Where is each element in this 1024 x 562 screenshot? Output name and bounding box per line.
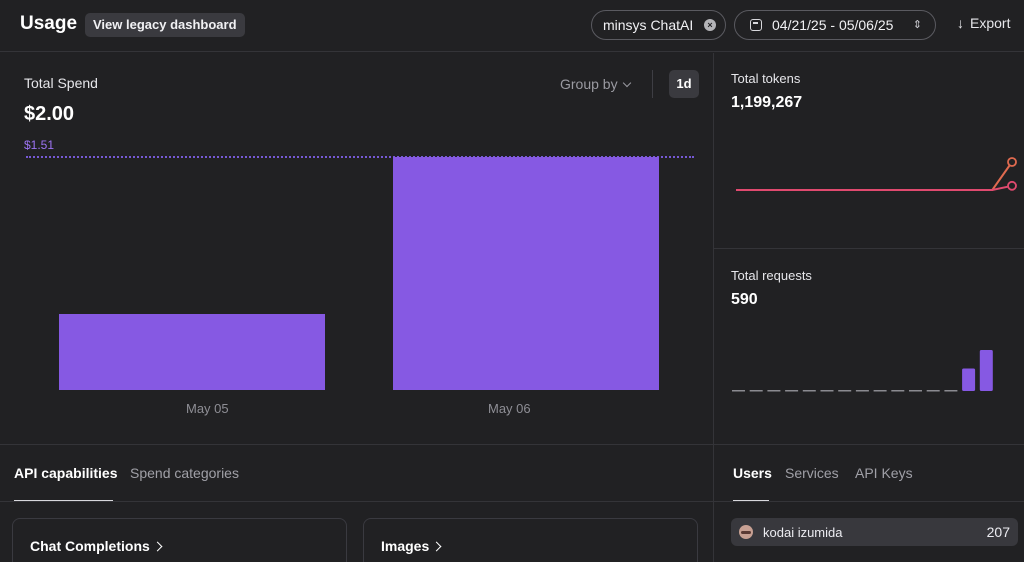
x-tick-label: May 06	[488, 401, 531, 416]
total-tokens-value: 1,199,267	[731, 94, 803, 111]
requests-bar	[926, 390, 940, 392]
total-spend-value: $2.00	[24, 103, 75, 125]
project-filter-label: minsys ChatAI	[603, 17, 694, 33]
tabs-divider	[714, 501, 1024, 502]
requests-bar	[873, 390, 887, 392]
chat-completions-link[interactable]: Chat Completions	[30, 538, 163, 554]
requests-bar	[909, 390, 922, 392]
requests-bar	[749, 390, 763, 392]
tab-services[interactable]: Services	[785, 465, 839, 481]
export-button[interactable]: ↓ Export	[957, 15, 1010, 31]
tokens-series-line	[736, 161, 1013, 191]
x-circle-icon[interactable]: ×	[704, 19, 716, 31]
requests-chart	[732, 350, 993, 392]
tokens-chart	[736, 157, 1017, 191]
user-row[interactable]: kodai izumida 207	[731, 518, 1018, 546]
requests-bar	[891, 390, 905, 392]
tokens-series-endpoint	[1007, 180, 1017, 191]
tab-spend-categories[interactable]: Spend categories	[130, 465, 239, 481]
requests-bar	[979, 350, 993, 391]
section-divider	[0, 444, 1024, 445]
interval-1d-button[interactable]: 1d	[669, 70, 699, 98]
requests-bar	[838, 390, 852, 392]
panel-divider	[713, 53, 714, 562]
date-range-picker[interactable]: 04/21/25 - 05/06/25 ⇕	[734, 10, 936, 40]
project-filter[interactable]: minsys ChatAI ×	[591, 10, 726, 40]
requests-bar	[944, 390, 958, 392]
chart-max-line	[26, 156, 694, 158]
total-spend-label: Total Spend	[24, 75, 98, 91]
spend-bar[interactable]	[393, 157, 659, 390]
total-requests-value: 590	[731, 291, 758, 308]
requests-bar	[855, 390, 869, 392]
chart-max-label: $1.51	[24, 138, 55, 152]
chevron-down-icon	[622, 78, 631, 88]
requests-bar	[767, 390, 781, 392]
chevron-right-icon	[431, 541, 442, 552]
toolbar-divider	[652, 70, 653, 98]
page-title: Usage	[20, 13, 78, 34]
tokens-series-endpoint	[1007, 157, 1017, 167]
chevron-right-icon	[152, 541, 163, 552]
requests-bar	[732, 390, 745, 392]
user-name: kodai izumida	[763, 525, 843, 540]
export-label: Export	[970, 15, 1011, 31]
avatar	[739, 525, 753, 539]
spend-bar[interactable]	[59, 314, 325, 390]
card-title-label: Chat Completions	[30, 538, 150, 554]
user-request-count: 207	[986, 524, 1010, 540]
tab-api-capabilities[interactable]: API capabilities	[14, 465, 118, 481]
date-range-label: 04/21/25 - 05/06/25	[772, 17, 894, 33]
requests-bar	[785, 390, 799, 392]
images-link[interactable]: Images	[381, 538, 442, 554]
tab-api-keys[interactable]: API Keys	[855, 465, 913, 481]
requests-bar	[820, 390, 834, 392]
group-by-dropdown[interactable]: Group by	[560, 76, 631, 92]
card-title-label: Images	[381, 538, 430, 554]
view-legacy-dashboard-button[interactable]: View legacy dashboard	[85, 13, 245, 37]
right-panel-divider	[714, 248, 1024, 249]
top-bar: Usage View legacy dashboard minsys ChatA…	[0, 0, 1024, 52]
tokens-series-line	[736, 184, 1013, 191]
requests-bar	[802, 390, 816, 392]
total-requests-label: Total requests	[731, 268, 812, 283]
tabs-divider	[0, 501, 713, 502]
chat-completions-card[interactable]: Chat Completions	[12, 518, 347, 562]
x-tick-label: May 05	[186, 401, 229, 416]
tab-users[interactable]: Users	[733, 465, 772, 481]
chevron-updown-icon: ⇕	[912, 19, 922, 31]
group-by-label: Group by	[560, 76, 618, 92]
requests-bar	[962, 368, 976, 391]
download-arrow-icon: ↓	[957, 15, 964, 31]
calendar-icon	[750, 19, 762, 31]
images-card[interactable]: Images	[363, 518, 698, 562]
total-tokens-label: Total tokens	[731, 71, 801, 86]
